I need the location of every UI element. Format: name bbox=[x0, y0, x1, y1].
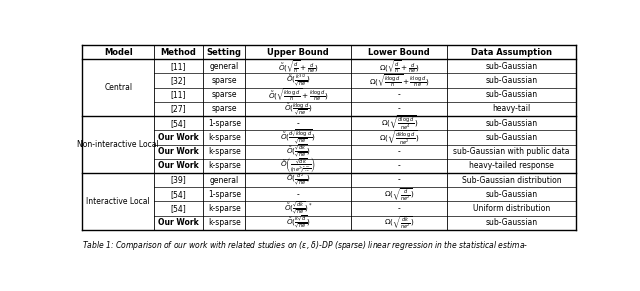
Text: sub-Gaussian with public data: sub-Gaussian with public data bbox=[453, 147, 570, 156]
Text: -: - bbox=[398, 104, 401, 113]
Text: 1-sparse: 1-sparse bbox=[208, 119, 241, 128]
Text: k-sparse: k-sparse bbox=[208, 204, 241, 213]
Text: $\Omega(\sqrt{\frac{dk\log d}{ne^2}})$: $\Omega(\sqrt{\frac{dk\log d}{ne^2}})$ bbox=[379, 128, 419, 147]
Text: Our Work: Our Work bbox=[158, 162, 199, 170]
Text: k-sparse: k-sparse bbox=[208, 147, 241, 156]
Text: $\tilde{O}(\frac{k\log d}{\sqrt{ne}})$: $\tilde{O}(\frac{k\log d}{\sqrt{ne}})$ bbox=[284, 101, 312, 117]
Text: Interactive Local: Interactive Local bbox=[86, 197, 150, 206]
Text: [27]: [27] bbox=[171, 104, 186, 113]
Text: Setting: Setting bbox=[207, 48, 242, 57]
Text: $\tilde{O}(\sqrt{\frac{d}{n}}+\frac{d}{ne})$: $\tilde{O}(\sqrt{\frac{d}{n}}+\frac{d}{n… bbox=[278, 58, 319, 74]
Text: [54]: [54] bbox=[171, 190, 186, 199]
Text: $\tilde{O}(\frac{k\sqrt{d}}{\sqrt{ne}})$: $\tilde{O}(\frac{k\sqrt{d}}{\sqrt{ne}})$ bbox=[286, 215, 310, 231]
Text: general: general bbox=[209, 175, 239, 184]
Text: Central: Central bbox=[104, 83, 132, 92]
Text: [54]: [54] bbox=[171, 119, 186, 128]
Text: Table 1: Comparison of our work with related studies on ($\varepsilon$, $\delta$: Table 1: Comparison of our work with rel… bbox=[83, 239, 529, 252]
Text: -: - bbox=[297, 119, 300, 128]
Text: Our Work: Our Work bbox=[158, 133, 199, 142]
Text: $\tilde{O}(\sqrt{\frac{k\log d}{n}}+\frac{k\log d}{ne})$: $\tilde{O}(\sqrt{\frac{k\log d}{n}}+\fra… bbox=[268, 86, 328, 103]
Text: [11]: [11] bbox=[171, 62, 186, 71]
Text: [54]: [54] bbox=[171, 204, 186, 213]
Text: -: - bbox=[398, 162, 401, 170]
Text: $\Omega(\sqrt{\frac{k\log d}{n}}+\frac{k\log d}{ne})$: $\Omega(\sqrt{\frac{k\log d}{n}}+\frac{k… bbox=[369, 72, 429, 89]
Text: sub-Gaussian: sub-Gaussian bbox=[485, 133, 538, 142]
Text: [11]: [11] bbox=[171, 90, 186, 99]
Text: sub-Gaussian: sub-Gaussian bbox=[485, 218, 538, 227]
Text: $\Omega(\sqrt{\frac{d}{ne^2}})$: $\Omega(\sqrt{\frac{d}{ne^2}})$ bbox=[384, 186, 415, 203]
Text: $\tilde{O}(\frac{k^{3/2}}{\sqrt{ne}})$: $\tilde{O}(\frac{k^{3/2}}{\sqrt{ne}})$ bbox=[286, 72, 310, 89]
Text: Method: Method bbox=[161, 48, 196, 57]
Text: k-sparse: k-sparse bbox=[208, 162, 241, 170]
Text: sub-Gaussian: sub-Gaussian bbox=[485, 119, 538, 128]
Text: heavy-tailed response: heavy-tailed response bbox=[469, 162, 554, 170]
Text: $\tilde{O}(\frac{\sqrt{dk}}{\sqrt{ne}})^*$: $\tilde{O}(\frac{\sqrt{dk}}{\sqrt{ne}})^… bbox=[284, 200, 312, 217]
Text: -: - bbox=[398, 90, 401, 99]
Text: Our Work: Our Work bbox=[158, 218, 199, 227]
Text: [32]: [32] bbox=[171, 76, 186, 85]
Text: $\tilde{O}(\frac{d^2}{\sqrt{ne}})$: $\tilde{O}(\frac{d^2}{\sqrt{ne}})$ bbox=[286, 172, 310, 188]
Text: Model: Model bbox=[104, 48, 132, 57]
Text: Our Work: Our Work bbox=[158, 147, 199, 156]
Text: k-sparse: k-sparse bbox=[208, 133, 241, 142]
Text: sub-Gaussian: sub-Gaussian bbox=[485, 190, 538, 199]
Text: -: - bbox=[398, 175, 401, 184]
Text: -: - bbox=[398, 147, 401, 156]
Text: $\tilde{O}(\frac{d\sqrt{k\log d}}{\sqrt{ne}})$: $\tilde{O}(\frac{d\sqrt{k\log d}}{\sqrt{… bbox=[280, 129, 316, 146]
Text: sub-Gaussian: sub-Gaussian bbox=[485, 76, 538, 85]
Text: $\tilde{O}(\frac{\sqrt{dk}}{\sqrt{ne}})$: $\tilde{O}(\frac{\sqrt{dk}}{\sqrt{ne}})$ bbox=[286, 143, 310, 160]
Text: 1-sparse: 1-sparse bbox=[208, 190, 241, 199]
Text: $\Omega(\sqrt{\frac{dk}{ne^2}})$: $\Omega(\sqrt{\frac{dk}{ne^2}})$ bbox=[384, 214, 415, 231]
Text: $\tilde{O}\left(\frac{\sqrt{dk}}{(ne^2)^{\frac{p-1}{2p}}}\right)$: $\tilde{O}\left(\frac{\sqrt{dk}}{(ne^2)^… bbox=[280, 156, 316, 175]
Text: k-sparse: k-sparse bbox=[208, 218, 241, 227]
Text: $\Omega(\sqrt{\frac{d\log d}{ne^4}})$: $\Omega(\sqrt{\frac{d\log d}{ne^4}})$ bbox=[381, 114, 418, 132]
Text: sparse: sparse bbox=[211, 76, 237, 85]
Text: sub-Gaussian: sub-Gaussian bbox=[485, 90, 538, 99]
Text: Non-interactive Local: Non-interactive Local bbox=[77, 140, 159, 149]
Text: Lower Bound: Lower Bound bbox=[369, 48, 430, 57]
Text: Uniform distribution: Uniform distribution bbox=[473, 204, 550, 213]
Text: sparse: sparse bbox=[211, 90, 237, 99]
Text: heavy-tail: heavy-tail bbox=[492, 104, 531, 113]
Text: sparse: sparse bbox=[211, 104, 237, 113]
Text: Sub-Gaussian distribution: Sub-Gaussian distribution bbox=[461, 175, 561, 184]
Text: general: general bbox=[209, 62, 239, 71]
Text: $\Omega(\sqrt{\frac{d}{n}}+\frac{d}{ne})$: $\Omega(\sqrt{\frac{d}{n}}+\frac{d}{ne})… bbox=[379, 58, 420, 74]
Text: -: - bbox=[398, 204, 401, 213]
Text: [39]: [39] bbox=[171, 175, 186, 184]
Text: Upper Bound: Upper Bound bbox=[268, 48, 329, 57]
Text: sub-Gaussian: sub-Gaussian bbox=[485, 62, 538, 71]
Text: -: - bbox=[297, 190, 300, 199]
Text: Data Assumption: Data Assumption bbox=[471, 48, 552, 57]
